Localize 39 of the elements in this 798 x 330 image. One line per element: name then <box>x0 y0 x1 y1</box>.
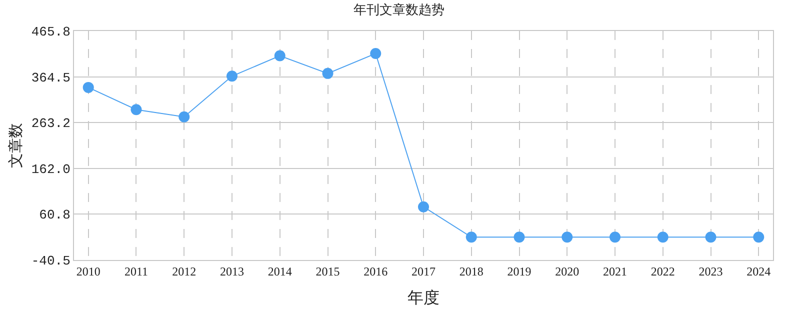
point <box>514 232 525 243</box>
point <box>178 111 190 122</box>
x-tick-label: 2014 <box>268 264 292 278</box>
point <box>705 232 716 243</box>
point <box>466 232 477 243</box>
point <box>226 70 238 82</box>
x-tick-label: 2015 <box>316 264 340 278</box>
y-tick-label: -40.5 <box>31 254 70 269</box>
x-tick-label: 2010 <box>76 264 100 278</box>
x-tick-label: 2021 <box>603 264 628 278</box>
point <box>562 232 573 243</box>
x-tick-label: 2024 <box>746 264 771 278</box>
y-tick-label: 60.8 <box>39 208 70 223</box>
chart-title: 年刊文章数趋势 <box>354 3 444 18</box>
x-tick-label: 2013 <box>220 264 244 278</box>
x-tick-label: 2011 <box>124 264 148 278</box>
x-tick-label: 2016 <box>364 264 388 278</box>
x-tick-label: 2020 <box>555 264 580 278</box>
x-tick-label: 2022 <box>650 264 675 278</box>
point <box>82 82 94 93</box>
point <box>130 104 142 116</box>
point <box>370 48 382 60</box>
x-tick-label: 2023 <box>698 264 723 278</box>
x-tick-label: 2017 <box>412 264 436 278</box>
point <box>610 232 621 243</box>
y-tick-label: 364.5 <box>31 70 70 86</box>
point <box>753 232 764 243</box>
y-tick-label: 263.2 <box>31 116 70 132</box>
y-tick-label: 162.0 <box>31 162 70 177</box>
x-tick-label: 2018 <box>459 264 484 278</box>
y-axis-title: 文章数 <box>6 123 25 168</box>
y-tick-label: 465.8 <box>31 24 70 40</box>
point <box>657 232 668 243</box>
point <box>418 201 429 212</box>
x-tick-label: 2019 <box>507 264 532 278</box>
point <box>322 68 334 79</box>
point <box>274 50 286 62</box>
x-axis-title: 年度 <box>408 288 440 308</box>
x-tick-label: 2012 <box>172 264 196 278</box>
